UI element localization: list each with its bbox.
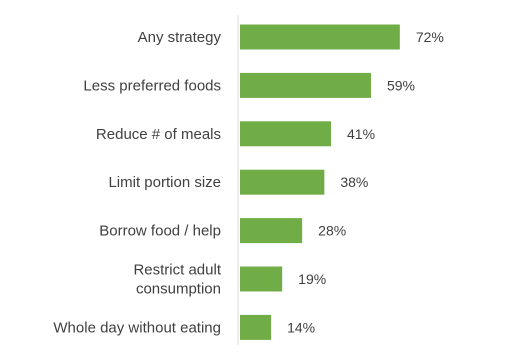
labels-layer: 72% Any strategy 59% Less preferred foods 41…	[53, 29, 443, 336]
category-label-5: Restrict adult consumption	[133, 262, 221, 298]
bar-4	[240, 218, 303, 244]
value-label-6: 14%	[287, 319, 315, 335]
value-label-1: 59%	[387, 77, 415, 93]
value-label-0: 72%	[416, 29, 444, 45]
bars-layer	[240, 24, 400, 340]
category-label-line: Whole day without eating	[53, 319, 221, 336]
bar-6	[240, 314, 272, 340]
category-label-line: Any strategy	[138, 29, 222, 46]
category-label-line: Less preferred foods	[83, 77, 221, 94]
category-label-3: Limit portion size	[108, 174, 221, 191]
category-label-line: Restrict adult	[133, 262, 221, 279]
category-label-6: Whole day without eating	[53, 319, 221, 336]
bar-0	[240, 24, 400, 50]
category-label-4: Borrow food / help	[99, 223, 221, 240]
category-label-2: Reduce # of meals	[96, 126, 221, 143]
category-label-1: Less preferred foods	[83, 77, 221, 94]
category-label-line: Reduce # of meals	[96, 126, 221, 143]
value-label-2: 41%	[347, 126, 375, 142]
category-label-line: Limit portion size	[108, 174, 221, 191]
value-label-4: 28%	[318, 223, 346, 239]
bar-1	[240, 72, 371, 98]
category-label-0: Any strategy	[138, 29, 222, 46]
value-label-3: 38%	[340, 174, 368, 190]
value-label-5: 19%	[298, 271, 326, 287]
bar-5	[240, 266, 283, 292]
bar-3	[240, 169, 325, 195]
category-label-line: consumption	[136, 281, 221, 298]
bar-2	[240, 121, 332, 147]
category-label-line: Borrow food / help	[99, 223, 221, 240]
